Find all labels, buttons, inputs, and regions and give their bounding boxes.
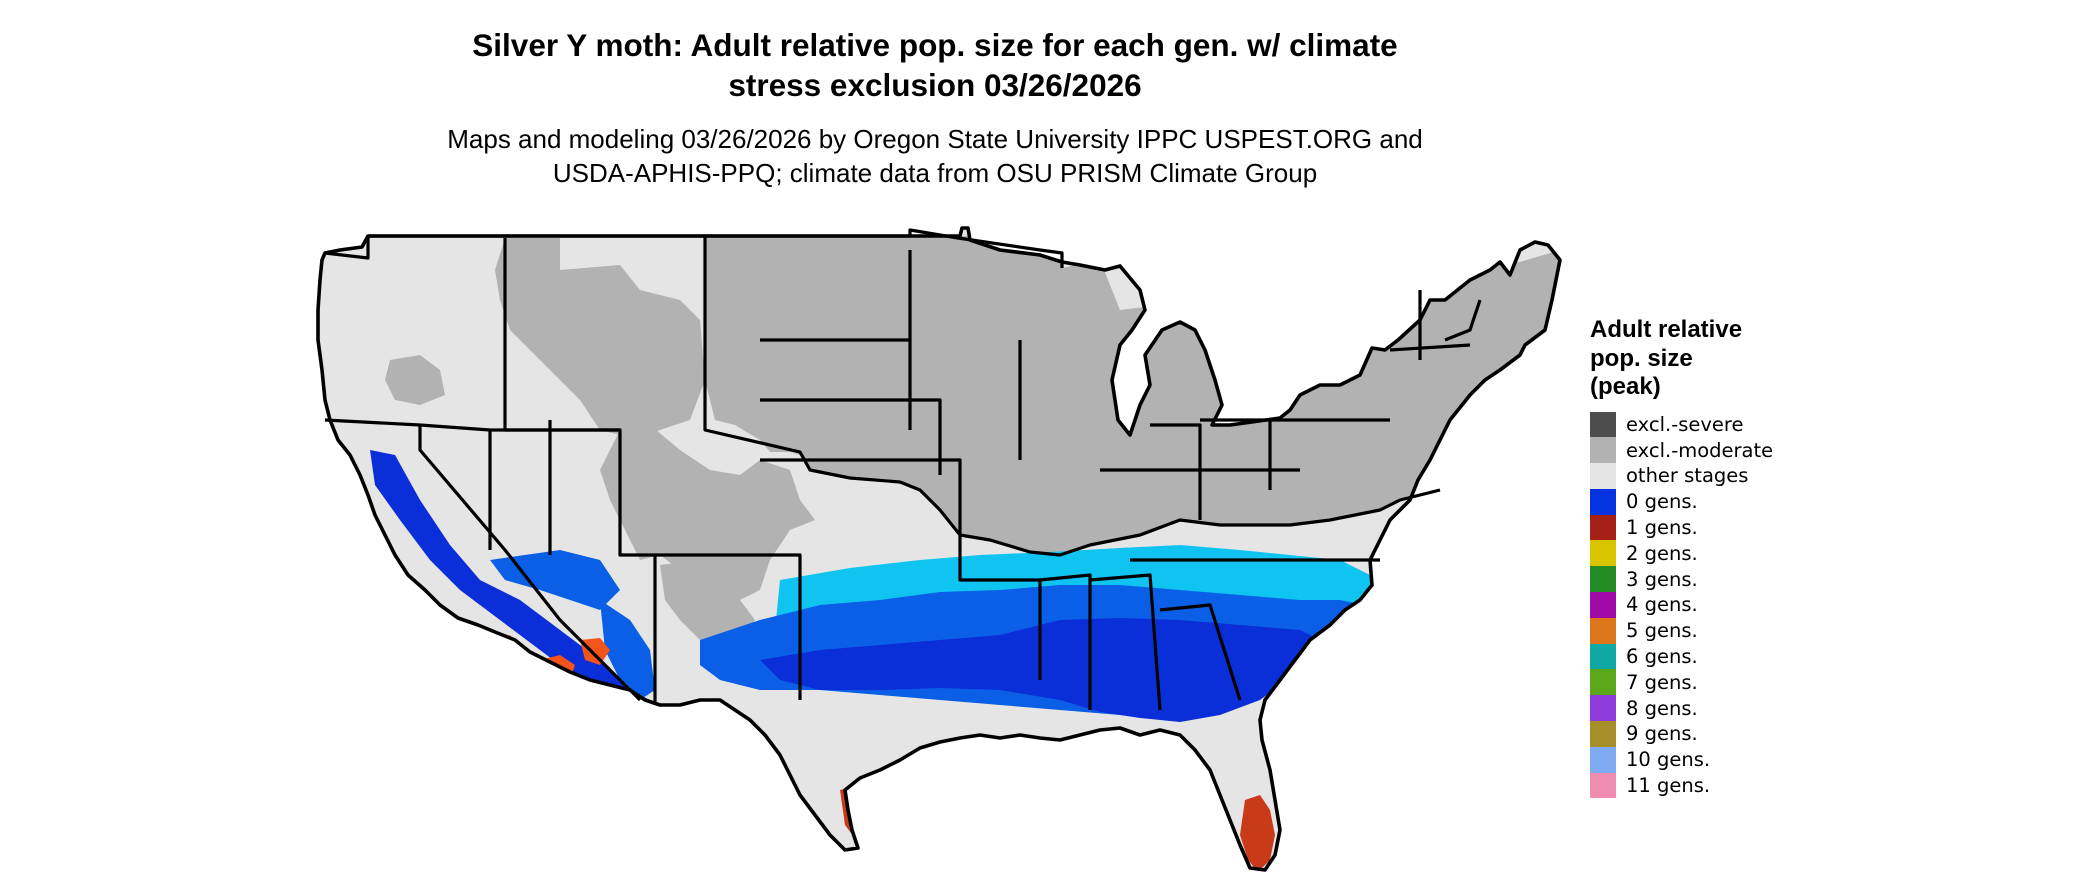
gen0-dark-core-south [760,618,1330,722]
legend-label: 7 gens. [1626,670,1698,694]
legend-label: 8 gens. [1626,696,1698,720]
legend-label: 10 gens. [1626,748,1711,772]
excl-moderate-mountain-south [660,560,755,650]
legend-item: 1 gens. [1590,514,1773,541]
legend-label: 3 gens. [1626,567,1698,591]
legend-swatch [1590,695,1616,722]
legend-items: excl.-severe excl.-moderate other stages 0 … [1590,411,1774,799]
legend-swatch [1590,772,1616,799]
legend-swatch [1590,721,1616,747]
legend-label: excl.-moderate [1626,438,1774,462]
legend-label: 5 gens. [1626,619,1698,643]
legend-label: 6 gens. [1626,645,1698,669]
legend-title-line-1: Adult relative [1590,316,1743,343]
legend-label: 4 gens. [1626,593,1698,617]
legend-swatch [1590,437,1616,464]
legend-swatch [1590,488,1616,515]
subtitle-line-1: Maps and modeling 03/26/2026 by Oregon S… [447,124,1423,154]
legend-label: 9 gens. [1626,722,1698,746]
excl-moderate-oregon-patch [385,355,445,405]
title-line-1: Silver Y moth: Adult relative pop. size … [472,27,1398,63]
legend-swatch [1590,592,1616,618]
legend-swatch [1590,514,1616,541]
legend-title-line-2: pop. size [1590,344,1693,372]
legend-item: 10 gens. [1590,746,1773,773]
legend-label: other stages [1626,464,1749,488]
map-title: Silver Y moth: Adult relative pop. size … [380,25,1490,105]
legend-item: other stages [1590,463,1773,489]
legend-swatch [1590,643,1616,670]
legend-swatch [1590,669,1616,696]
legend-title: Adult relative pop. size (peak) [1590,316,1773,402]
gen0-arizona-south [600,600,655,700]
legend-item: 8 gens. [1590,695,1773,722]
state-borders [324,228,1482,711]
excl-moderate-mountain-central [600,425,815,610]
legend-swatch [1590,540,1616,567]
legend-item: 11 gens. [1590,772,1773,799]
subtitle-line-2: USDA-APHIS-PPQ; climate data from OSU PR… [552,158,1318,188]
legend-item: 3 gens. [1590,566,1773,593]
gen1-south-florida [1240,795,1275,870]
legend-item: 2 gens. [1590,540,1773,567]
legend-item: 5 gens. [1590,617,1773,644]
legend-swatch [1590,617,1616,644]
gen0-california-valley [370,450,650,705]
gen0-arizona-band [490,550,620,610]
legend-item: 9 gens. [1590,721,1773,747]
legend-item: 0 gens. [1590,488,1773,515]
title-line-2: stress exclusion 03/26/2026 [728,67,1142,103]
legend-swatch [1590,463,1616,489]
legend-swatch [1590,566,1616,593]
legend-item: 7 gens. [1590,669,1773,696]
legend-swatch [1590,411,1616,438]
map-legend: Adult relative pop. size (peak) excl.-se… [1590,316,1774,799]
excl-moderate-mountain-north [495,238,705,440]
legend-label: 1 gens. [1626,516,1698,540]
legend-title-line-3: (peak) [1590,373,1661,400]
legend-swatch [1590,746,1616,773]
legend-item: excl.-severe [1590,411,1773,438]
legend-item: 6 gens. [1590,643,1773,670]
map-subtitle: Maps and modeling 03/26/2026 by Oregon S… [380,122,1490,190]
legend-item: excl.-moderate [1590,437,1774,464]
us-outline [316,226,1562,872]
legend-item: 4 gens. [1590,592,1773,618]
legend-label: excl.-severe [1626,412,1744,436]
legend-label: 11 gens. [1626,774,1711,798]
legend-label: 0 gens. [1626,490,1698,514]
legend-label: 2 gens. [1626,541,1698,565]
